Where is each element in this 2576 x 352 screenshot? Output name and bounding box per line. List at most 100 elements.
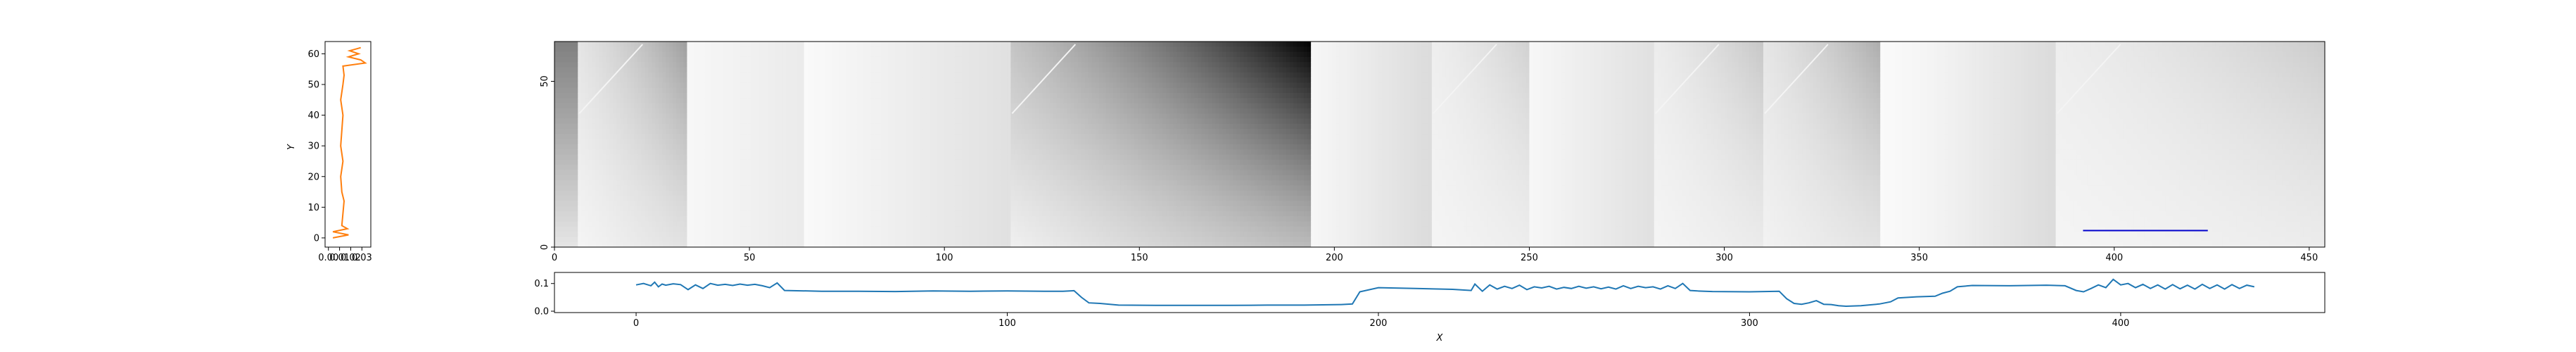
heatmap-cell — [694, 232, 699, 237]
heatmap-cell — [705, 155, 709, 161]
heatmap-cell — [835, 222, 839, 227]
heatmap-cell — [979, 73, 984, 78]
heatmap-cell — [561, 242, 565, 248]
heatmap-cell — [666, 119, 670, 125]
heatmap-cell — [927, 82, 931, 88]
heatmap-cell — [815, 57, 819, 63]
heatmap-cell — [733, 93, 737, 99]
heatmap-cell — [683, 73, 687, 78]
heatmap-cell — [571, 149, 575, 155]
heatmap-cell — [652, 165, 656, 170]
heatmap-cell — [662, 149, 666, 155]
heatmap-cell — [808, 196, 812, 201]
heatmap-cell — [655, 129, 659, 134]
heatmap-cell — [962, 134, 966, 139]
heatmap-cell — [554, 211, 558, 217]
heatmap-cell — [930, 42, 934, 47]
heatmap-cell — [927, 144, 931, 150]
heatmap-cell — [683, 201, 687, 206]
heatmap-cell — [786, 57, 790, 63]
heatmap-cell — [592, 88, 596, 94]
profile-ytick-label: 40 — [307, 111, 319, 121]
heatmap-cell — [842, 201, 846, 206]
heatmap-cell — [782, 191, 787, 196]
profile-ylabel: Y — [286, 144, 297, 150]
heatmap-cell — [892, 46, 896, 52]
heatmap-cell — [652, 149, 656, 155]
heatmap-cell — [606, 242, 610, 248]
heatmap-cell — [737, 211, 741, 217]
heatmap-cell — [969, 93, 973, 99]
heatmap-cell — [662, 191, 666, 196]
heatmap-cell — [747, 119, 751, 125]
heatmap-cell — [637, 82, 642, 88]
heatmap-cell — [690, 52, 694, 58]
heatmap-cell — [645, 134, 649, 139]
heatmap-cell — [772, 144, 776, 150]
heatmap-cell — [613, 170, 617, 176]
heatmap-cell — [709, 93, 713, 99]
heatmap-cell — [927, 103, 931, 109]
heatmap-cell — [662, 201, 666, 206]
heatmap-cell — [815, 77, 819, 83]
heatmap-cell — [585, 139, 589, 145]
heatmap-cell — [676, 98, 680, 103]
heatmap-cell — [599, 77, 603, 83]
heatmap-cell — [712, 124, 716, 130]
heatmap-cell — [941, 206, 945, 212]
heatmap-cell — [761, 160, 766, 165]
heatmap-cell — [779, 57, 783, 63]
heatmap-cell — [581, 144, 585, 150]
heatmap-cell — [716, 211, 720, 217]
heatmap-cell — [772, 113, 776, 119]
heatmap-cell — [690, 139, 694, 145]
heatmap-cell — [899, 196, 903, 201]
heatmap-cell — [754, 196, 759, 201]
heatmap-cell — [740, 160, 744, 165]
heatmap-cell — [856, 119, 861, 125]
heatmap-cell — [669, 155, 673, 161]
heatmap-cell — [613, 93, 617, 99]
heatmap-cell — [655, 139, 659, 145]
heatmap-cell — [758, 211, 762, 217]
heatmap-cell — [948, 160, 952, 165]
heatmap-cell — [733, 165, 737, 170]
heatmap-cell — [641, 206, 645, 212]
heatmap-cell — [846, 113, 850, 119]
heatmap-cell — [585, 232, 589, 237]
heatmap-cell — [645, 160, 649, 165]
heatmap-cell — [676, 103, 680, 109]
heatmap-cell — [811, 165, 816, 170]
heatmap-cell — [568, 149, 571, 155]
heatmap-cell — [853, 144, 857, 150]
heatmap-cell — [972, 46, 977, 52]
heatmap-cell — [627, 73, 631, 78]
heatmap-cell — [867, 108, 871, 114]
heatmap-cell — [609, 227, 614, 232]
heatmap-cell — [698, 108, 702, 114]
heatmap-cell — [702, 108, 706, 114]
heatmap-cell — [768, 201, 773, 206]
heatmap-cell — [613, 139, 617, 145]
heatmap-cell — [797, 237, 801, 242]
heatmap-cell — [832, 119, 837, 125]
heatmap-cell — [662, 185, 666, 191]
heatmap-cell — [740, 242, 744, 248]
heatmap-cell — [804, 242, 808, 248]
heatmap-cell — [592, 119, 596, 125]
heatmap-cell — [884, 52, 889, 58]
heatmap-cell — [602, 124, 607, 130]
heatmap-cell — [655, 108, 659, 114]
heatmap-cell — [730, 103, 734, 109]
heatmap-cell — [790, 42, 794, 47]
heatmap-cell — [853, 165, 857, 170]
heatmap-cell — [958, 129, 963, 134]
heatmap-cell — [835, 211, 839, 217]
heatmap-cell — [958, 196, 963, 201]
heatmap-cell — [609, 93, 614, 99]
heatmap-cell — [899, 144, 903, 150]
heatmap-cell — [602, 129, 607, 134]
heatmap-cell — [902, 98, 906, 103]
heatmap-cell — [630, 77, 635, 83]
heatmap-cell — [637, 144, 642, 150]
